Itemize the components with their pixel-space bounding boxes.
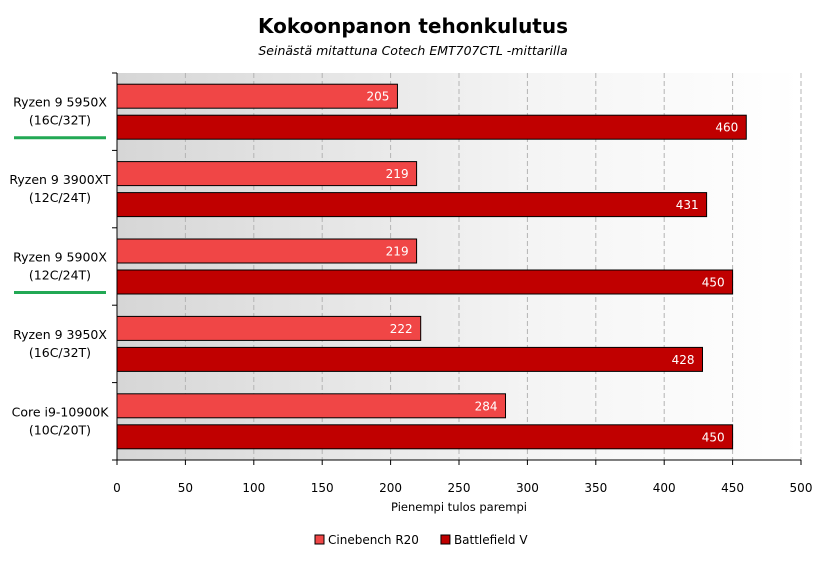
bar-value-label: 222 [390,322,413,336]
x-tick-label: 450 [721,481,744,495]
legend: Cinebench R20 Battlefield V [314,533,528,547]
chart-title: Kokoonpanon tehonkulutus [258,14,568,38]
bar-value-label: 450 [702,276,725,290]
bars [116,83,747,450]
bar-value-label: 431 [676,198,699,212]
x-tick-label: 100 [242,481,265,495]
axes [112,72,802,465]
category-sublabel: (16C/32T) [29,113,91,128]
bar-battlefield [116,346,704,372]
category-label: Ryzen 9 3900XT [9,172,111,187]
category-sublabel: (12C/24T) [29,190,91,205]
legend-label: Battlefield V [454,533,528,547]
bar-value-label: 450 [702,430,725,444]
category-label: Ryzen 9 5950X [13,95,107,110]
bar-value-label: 219 [386,167,409,181]
bar-value-label: 428 [672,353,695,367]
bar-battlefield [116,269,734,295]
category-sublabel: (12C/24T) [29,268,91,283]
bar-value-label: 284 [475,399,498,413]
bar-battlefield [116,192,708,218]
x-tick-label: 350 [584,481,607,495]
x-tick-label: 200 [379,481,402,495]
category-label: Ryzen 9 5900X [13,250,107,265]
bar-value-label: 219 [386,245,409,259]
category-label: Core i9-10900K [12,404,110,419]
x-tick-label: 300 [516,481,539,495]
category-sublabel: (10C/20T) [29,422,91,437]
bar-value-label: 460 [715,121,738,135]
x-tick-label: 250 [448,481,471,495]
x-tick-label: 50 [178,481,193,495]
bar-cinebench [116,393,507,419]
legend-label: Cinebench R20 [328,533,419,547]
bar-battlefield [116,424,734,450]
bar-cinebench [116,315,422,341]
bar-labels: 205 460 219 431 219 450 222 428 284 450 [367,90,739,445]
category-sublabel: (16C/32T) [29,345,91,360]
x-axis-title: Pienempi tulos parempi [391,500,527,514]
category-labels: Ryzen 9 5950X (16C/32T) Ryzen 9 3900XT (12C… [9,95,111,438]
legend-swatch [314,534,325,545]
tick-labels: 0 50 100 150 200 250 300 350 400 450 500 [113,481,812,495]
legend-swatch [440,534,451,545]
bar-battlefield [116,114,747,140]
bar-value-label: 205 [367,90,390,104]
x-tick-label: 150 [311,481,334,495]
chart-subtitle: Seinästä mitattuna Cotech EMT707CTL -mit… [258,43,567,58]
x-tick-label: 400 [653,481,676,495]
bar-cinebench [116,83,398,109]
category-label: Ryzen 9 3950X [13,327,107,342]
bar-cinebench [116,161,418,187]
x-tick-label: 0 [113,481,121,495]
bar-cinebench [116,238,418,264]
x-tick-label: 500 [790,481,813,495]
